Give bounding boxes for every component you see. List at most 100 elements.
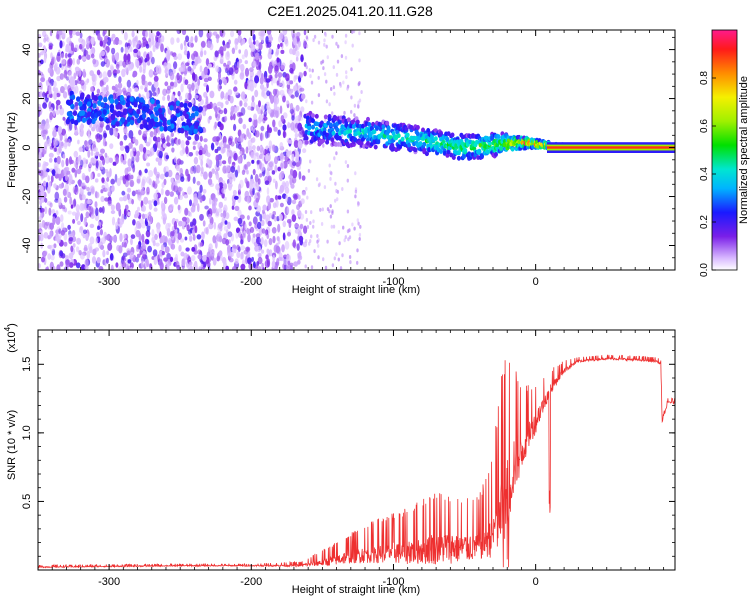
noise-speck	[151, 229, 155, 237]
noise-speck	[197, 58, 202, 64]
noise-speck	[280, 65, 285, 70]
noise-speck	[87, 199, 92, 205]
colorbar-label: Normalized spectral amplitude	[738, 76, 750, 224]
noise-speck	[137, 51, 141, 56]
noise-speck	[194, 134, 200, 141]
signal-speck	[323, 114, 328, 120]
noise-speck	[50, 175, 54, 183]
noise-speck	[223, 78, 227, 86]
early-signal-speck	[90, 112, 95, 119]
early-signal-speck	[184, 113, 189, 120]
noise-speck	[240, 91, 246, 100]
noise-speck	[140, 181, 145, 190]
signal-speck	[328, 122, 333, 128]
noise-speck	[218, 71, 221, 80]
noise-speck	[103, 38, 109, 43]
noise-speck	[239, 252, 245, 260]
noise-speck	[255, 152, 259, 157]
noise-speck	[264, 180, 270, 185]
signal-speck	[496, 134, 501, 140]
early-signal-speck	[118, 104, 123, 110]
noise-speck	[163, 165, 169, 173]
noise-speck	[76, 220, 81, 226]
noise-speck	[161, 203, 165, 210]
noise-speck	[190, 206, 196, 213]
noise-speck	[115, 202, 121, 212]
noise-speck	[53, 91, 57, 100]
noise-speck	[123, 128, 128, 134]
noise-speck	[62, 188, 67, 196]
early-signal-speck	[120, 117, 126, 123]
noise-speck	[177, 232, 182, 240]
noise-speck	[148, 170, 154, 178]
early-signal-speck	[115, 111, 121, 118]
edge-speck	[329, 204, 332, 209]
noise-speck	[76, 69, 79, 77]
early-signal-speck	[141, 113, 147, 119]
noise-speck	[212, 257, 217, 266]
edge-speck	[360, 90, 363, 94]
signal-speck	[368, 133, 373, 138]
noise-speck	[153, 80, 159, 89]
noise-speck	[237, 143, 242, 150]
noise-speck	[66, 37, 72, 44]
noise-speck	[82, 233, 86, 239]
noise-speck	[277, 195, 282, 200]
noise-speck	[55, 216, 61, 225]
noise-speck	[276, 236, 280, 242]
noise-speck	[208, 171, 213, 179]
noise-speck	[96, 231, 100, 237]
noise-speck	[162, 143, 168, 149]
noise-speck	[38, 162, 41, 168]
noise-speck	[165, 154, 170, 160]
noise-speck	[61, 128, 66, 136]
noise-speck	[263, 87, 268, 92]
noise-speck	[52, 129, 57, 138]
noise-speck	[242, 123, 247, 130]
noise-speck	[146, 213, 150, 222]
noise-speck	[56, 264, 61, 270]
noise-speck	[64, 83, 68, 91]
noise-speck	[112, 92, 117, 100]
noise-speck	[277, 43, 280, 50]
noise-speck	[296, 204, 301, 211]
edge-speck	[309, 159, 312, 164]
noise-speck	[210, 251, 215, 257]
edge-speck	[330, 87, 333, 91]
noise-speck	[96, 257, 101, 264]
noise-speck	[175, 175, 180, 180]
noise-speck	[276, 80, 280, 86]
early-signal-speck	[128, 107, 133, 114]
early-signal-speck	[114, 98, 119, 105]
colorbar-frame	[711, 29, 738, 271]
noise-speck	[93, 74, 98, 82]
early-signal-speck	[153, 116, 159, 122]
noise-speck	[234, 169, 239, 178]
noise-speck	[90, 185, 95, 192]
noise-speck	[266, 187, 270, 196]
noise-speck	[203, 171, 208, 180]
noise-speck	[274, 164, 278, 173]
early-signal-speck	[129, 119, 135, 126]
noise-speck	[136, 178, 141, 184]
noise-speck	[250, 151, 254, 159]
noise-speck	[141, 213, 145, 220]
noise-speck	[263, 110, 268, 117]
noise-speck	[64, 52, 68, 59]
edge-speck	[350, 95, 353, 100]
noise-speck	[259, 132, 263, 142]
edge-speck	[346, 229, 350, 234]
edge-speck	[351, 222, 354, 227]
noise-speck	[74, 66, 80, 72]
noise-speck	[290, 94, 295, 99]
noise-speck	[206, 158, 210, 165]
noise-speck	[207, 213, 212, 220]
noise-speck	[67, 210, 72, 215]
noise-speck	[240, 263, 246, 270]
noise-speck	[171, 235, 175, 241]
noise-speck	[267, 220, 272, 227]
early-signal-speck	[66, 111, 72, 117]
noise-speck	[208, 31, 213, 37]
signal-speck	[381, 124, 386, 130]
noise-speck	[83, 203, 87, 209]
